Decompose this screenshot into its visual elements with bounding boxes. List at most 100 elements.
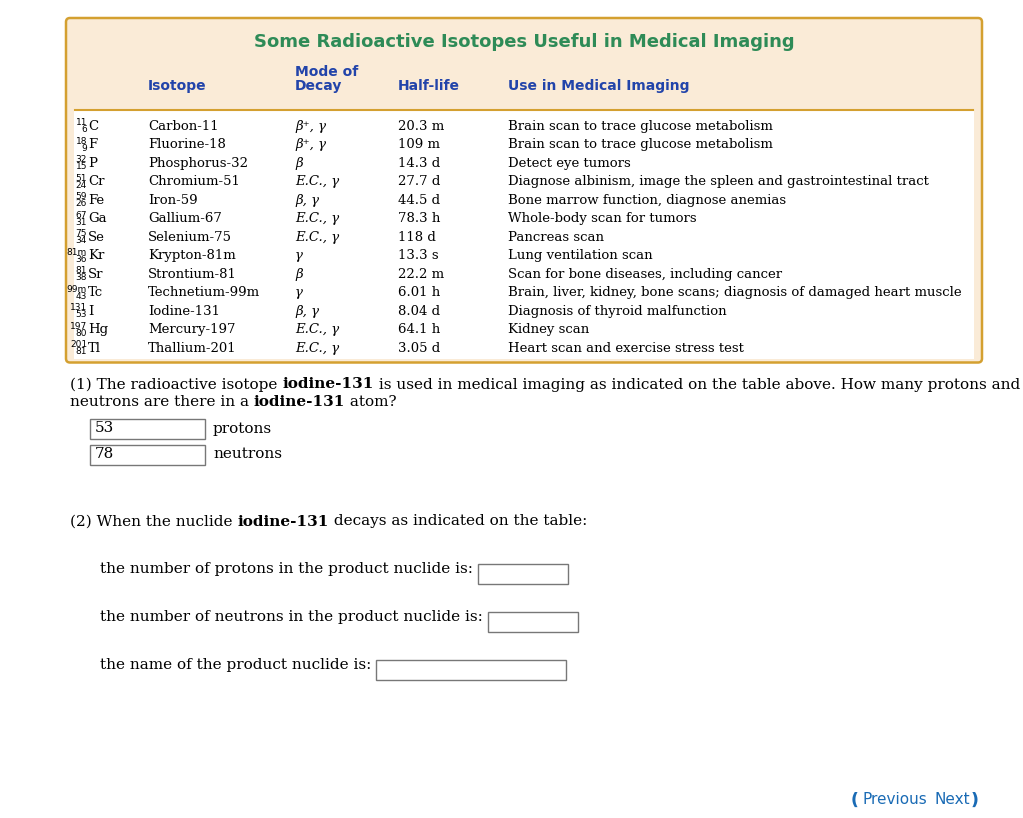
Text: Iodine-131: Iodine-131 <box>148 305 220 318</box>
Text: 36: 36 <box>76 255 87 264</box>
Text: Se: Se <box>88 231 105 244</box>
Text: 31: 31 <box>76 218 87 227</box>
Text: Some Radioactive Isotopes Useful in Medical Imaging: Some Radioactive Isotopes Useful in Medi… <box>254 33 794 51</box>
Text: E.C., γ: E.C., γ <box>295 231 340 244</box>
FancyBboxPatch shape <box>66 18 982 362</box>
Text: 14.3 d: 14.3 d <box>398 157 440 170</box>
Text: 8.04 d: 8.04 d <box>398 305 440 318</box>
Text: 3.05 d: 3.05 d <box>398 342 440 355</box>
Text: 64.1 h: 64.1 h <box>398 323 440 336</box>
Text: Phosphorus-32: Phosphorus-32 <box>148 157 248 170</box>
Text: ❫: ❫ <box>968 791 982 809</box>
Text: β⁺, γ: β⁺, γ <box>295 138 326 151</box>
Text: 59: 59 <box>76 192 87 201</box>
Text: F: F <box>88 138 97 151</box>
Text: 99m: 99m <box>66 285 87 294</box>
Text: Carbon-11: Carbon-11 <box>148 120 219 133</box>
Text: Isotope: Isotope <box>148 79 207 93</box>
Bar <box>488 612 578 631</box>
Text: Strontium-81: Strontium-81 <box>148 268 237 281</box>
Text: Gallium-67: Gallium-67 <box>148 213 222 226</box>
Text: Kidney scan: Kidney scan <box>508 323 589 336</box>
Text: Brain, liver, kidney, bone scans; diagnosis of damaged heart muscle: Brain, liver, kidney, bone scans; diagno… <box>508 286 962 299</box>
Text: Krypton-81m: Krypton-81m <box>148 249 235 263</box>
Text: protons: protons <box>213 421 272 435</box>
Text: Mode of: Mode of <box>295 65 358 79</box>
Text: 15: 15 <box>76 163 87 172</box>
Text: 26: 26 <box>76 200 87 209</box>
Text: the name of the product nuclide is:: the name of the product nuclide is: <box>100 658 371 672</box>
Text: ❪: ❪ <box>848 791 861 809</box>
Text: 81m: 81m <box>66 248 87 257</box>
Text: iodine-131: iodine-131 <box>254 395 345 410</box>
Text: 44.5 d: 44.5 d <box>398 194 440 207</box>
Text: Half-life: Half-life <box>398 79 460 93</box>
Text: β⁺, γ: β⁺, γ <box>295 120 326 133</box>
Text: 20.3 m: 20.3 m <box>398 120 444 133</box>
Text: atom?: atom? <box>345 395 397 410</box>
Text: 78: 78 <box>95 447 115 461</box>
Text: Thallium-201: Thallium-201 <box>148 342 236 355</box>
Text: Scan for bone diseases, including cancer: Scan for bone diseases, including cancer <box>508 268 783 281</box>
Text: E.C., γ: E.C., γ <box>295 323 340 336</box>
Text: Whole-body scan for tumors: Whole-body scan for tumors <box>508 213 697 226</box>
Bar <box>478 564 568 583</box>
Text: 53: 53 <box>95 421 115 435</box>
Text: 75: 75 <box>76 230 87 239</box>
Text: Diagnose albinism, image the spleen and gastrointestinal tract: Diagnose albinism, image the spleen and … <box>508 176 929 188</box>
Text: 81: 81 <box>76 348 87 357</box>
Bar <box>90 444 205 465</box>
Text: 22.2 m: 22.2 m <box>398 268 444 281</box>
Text: the number of protons in the product nuclide is:: the number of protons in the product nuc… <box>100 563 473 577</box>
Text: 201: 201 <box>70 340 87 349</box>
Text: E.C., γ: E.C., γ <box>295 213 340 226</box>
Text: 6.01 h: 6.01 h <box>398 286 440 299</box>
Text: 67: 67 <box>76 211 87 220</box>
Text: P: P <box>88 157 97 170</box>
Text: 197: 197 <box>70 322 87 331</box>
Text: Cr: Cr <box>88 176 104 188</box>
Text: Brain scan to trace glucose metabolism: Brain scan to trace glucose metabolism <box>508 138 772 151</box>
Text: 118 d: 118 d <box>398 231 436 244</box>
Text: Bone marrow function, diagnose anemias: Bone marrow function, diagnose anemias <box>508 194 786 207</box>
Text: Mercury-197: Mercury-197 <box>148 323 235 336</box>
Text: neutrons are there in a: neutrons are there in a <box>70 395 254 410</box>
Text: 131: 131 <box>70 303 87 312</box>
Text: Pancreas scan: Pancreas scan <box>508 231 604 244</box>
Text: Fluorine-18: Fluorine-18 <box>148 138 226 151</box>
Text: Lung ventilation scan: Lung ventilation scan <box>508 249 653 263</box>
Text: β: β <box>295 268 303 281</box>
Text: 9: 9 <box>81 144 87 153</box>
Text: 78.3 h: 78.3 h <box>398 213 440 226</box>
Text: β: β <box>295 157 303 170</box>
Text: 109 m: 109 m <box>398 138 440 151</box>
Text: Ga: Ga <box>88 213 106 226</box>
Text: γ: γ <box>295 249 303 263</box>
Text: Decay: Decay <box>295 79 343 93</box>
Text: I: I <box>88 305 93 318</box>
Text: Heart scan and exercise stress test: Heart scan and exercise stress test <box>508 342 744 355</box>
Text: γ: γ <box>295 286 303 299</box>
Text: 80: 80 <box>76 329 87 338</box>
Text: 43: 43 <box>76 292 87 301</box>
Text: Iron-59: Iron-59 <box>148 194 197 207</box>
Text: C: C <box>88 120 98 133</box>
Text: Previous: Previous <box>862 793 927 807</box>
Text: 53: 53 <box>76 311 87 320</box>
Text: β, γ: β, γ <box>295 194 319 207</box>
Text: 6: 6 <box>81 125 87 134</box>
Text: Detect eye tumors: Detect eye tumors <box>508 157 631 170</box>
Text: 27.7 d: 27.7 d <box>398 176 440 188</box>
Text: β, γ: β, γ <box>295 305 319 318</box>
Text: iodine-131: iodine-131 <box>237 515 328 528</box>
Bar <box>74 110 974 358</box>
Text: Tc: Tc <box>88 286 103 299</box>
Text: Tl: Tl <box>88 342 101 355</box>
Text: Fe: Fe <box>88 194 104 207</box>
Text: Sr: Sr <box>88 268 103 281</box>
Text: Hg: Hg <box>88 323 108 336</box>
Text: Technetium-99m: Technetium-99m <box>148 286 260 299</box>
Text: E.C., γ: E.C., γ <box>295 176 340 188</box>
Text: neutrons: neutrons <box>213 447 282 461</box>
Text: Diagnosis of thyroid malfunction: Diagnosis of thyroid malfunction <box>508 305 726 318</box>
